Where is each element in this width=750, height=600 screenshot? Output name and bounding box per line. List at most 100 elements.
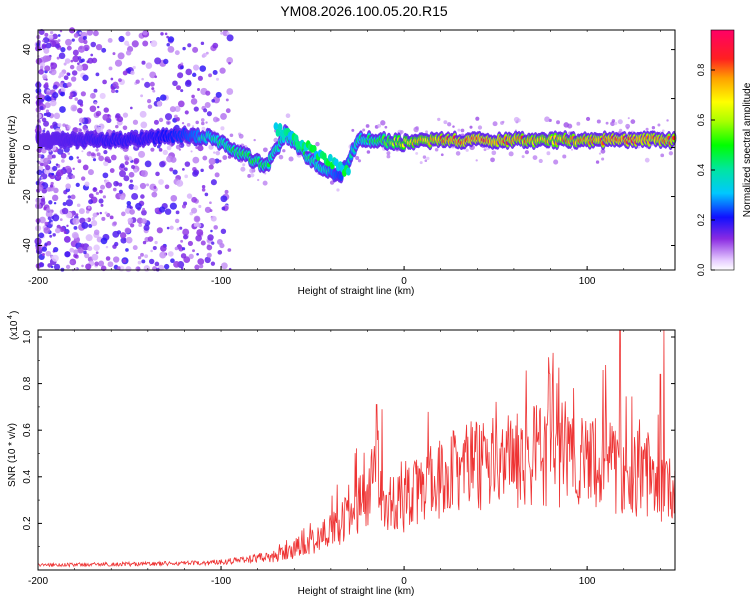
spectrogram-noise-cell — [208, 157, 216, 165]
spectrogram-noise-cell — [70, 93, 74, 96]
spectrogram-noise-cell — [88, 223, 93, 228]
spectrogram-noise-cell — [38, 232, 45, 239]
spectrogram-noise-cell — [112, 81, 119, 88]
spectrogram-noise-cell — [596, 119, 601, 124]
spectrogram-noise-cell — [201, 121, 205, 126]
spectrogram-noise-cell — [70, 59, 74, 63]
spectrogram-noise-cell — [64, 251, 71, 258]
spectrogram-noise-cell — [74, 97, 78, 101]
spectrogram-noise-cell — [103, 107, 109, 113]
spectrogram-noise-cell — [140, 252, 144, 257]
spectrogram-noise-cell — [199, 264, 204, 269]
spectrogram-noise-cell — [206, 252, 212, 258]
snr-x-label: Height of straight line (km) — [298, 586, 415, 597]
snr-multiplier-close: ) — [9, 311, 20, 314]
spectrogram-noise-cell — [60, 152, 67, 159]
spectrogram-noise-cell — [180, 89, 184, 93]
spectrogram-noise-cell — [105, 245, 109, 249]
spectrogram-ridge-branch — [273, 122, 279, 131]
spectrogram-noise-cell — [73, 253, 78, 259]
spectrogram-noise-cell — [135, 266, 141, 272]
spectrogram-noise-cell — [122, 259, 127, 263]
spectrogram-noise-cell — [204, 206, 212, 213]
spectrogram-noise-cell — [178, 246, 184, 252]
colorbar-label: Normalized spectral amplitude — [742, 82, 750, 217]
spectrogram-noise-cell — [210, 229, 213, 233]
spectrogram-noise-cell — [170, 156, 177, 163]
spectrogram-noise-cell — [191, 207, 198, 214]
spectrogram-noise-cell — [130, 70, 135, 75]
spectrogram-noise-cell — [64, 58, 71, 64]
spectrogram-noise-cell — [377, 123, 382, 128]
spectrogram-ridge-branch — [327, 153, 333, 162]
spectrogram-noise-cell — [86, 29, 94, 36]
spectrogram-noise-cell — [108, 66, 113, 71]
spectrogram-noise-cell — [175, 210, 180, 215]
spectrogram-noise-cell — [36, 113, 42, 119]
spectrogram-noise-cell — [131, 165, 135, 169]
spectrogram-noise-cell — [46, 187, 52, 192]
spectrogram-noise-cell — [167, 46, 175, 53]
spectrogram-noise-cell — [125, 266, 132, 273]
colorbar-tick-label: 0.8 — [696, 64, 706, 77]
spectrogram-noise-cell — [77, 246, 84, 254]
spectrogram-noise-cell — [202, 155, 208, 161]
spectrogram-noise-cell — [115, 89, 119, 93]
spectrogram-noise-cell — [59, 226, 66, 233]
spectrogram-noise-cell — [81, 221, 89, 229]
spectrogram-noise-cell — [133, 185, 139, 191]
spectrogram-noise-cell — [56, 56, 60, 60]
spectrogram-noise-cell — [224, 189, 229, 194]
spectrogram-noise-cell — [78, 122, 82, 126]
spectrogram-noise-cell — [180, 65, 184, 70]
spectrogram-noise-cell — [71, 70, 78, 76]
spectrogram-noise-cell — [142, 40, 149, 47]
spectrogram-noise-cell — [73, 225, 78, 230]
spectrogram-noise-cell — [70, 104, 78, 112]
spectrogram-noise-cell — [50, 221, 54, 225]
spectrogram-noise-cell — [225, 98, 229, 102]
spectrogram-noise-cell — [45, 165, 51, 171]
spectrogram-noise-cell — [142, 30, 148, 36]
spectrogram-noise-cell — [160, 94, 167, 101]
spectrogram-noise-cell — [144, 81, 151, 88]
spectrogram-noise-cell — [52, 121, 58, 127]
spectrogram-noise-cell — [273, 137, 279, 143]
spectrogram-noise-cell — [386, 151, 391, 156]
spectrogram-noise-cell — [82, 36, 87, 41]
spectrogram-noise-cell — [92, 212, 98, 218]
spectrogram-ridge-branch — [293, 134, 299, 143]
spectrogram-noise-cell — [132, 119, 139, 125]
spectrogram-noise-cell — [53, 112, 61, 120]
spectrogram-noise-cell — [176, 85, 182, 91]
spectrogram-noise-cell — [49, 68, 57, 76]
snr-series-line — [37, 329, 676, 568]
spectrogram-noise-cell — [93, 187, 97, 191]
spectrogram-noise-cell — [43, 226, 51, 234]
spectrogram-noise-cell — [141, 77, 144, 81]
spectrogram-noise-cell — [192, 249, 195, 253]
spectrogram-noise-cell — [219, 67, 226, 74]
spectrogram-noise-cell — [170, 258, 175, 264]
spectrogram-noise-cell — [452, 125, 455, 128]
spectrogram-noise-cell — [88, 199, 94, 205]
spectrogram-noise-cell — [165, 113, 173, 121]
spectrogram-noise-cell — [72, 127, 79, 134]
spectrogram-noise-cell — [152, 246, 157, 251]
spectrogram-noise-cell — [45, 112, 49, 116]
spectrogram-noise-cell — [44, 65, 51, 72]
spectrogram-noise-cell — [125, 248, 129, 252]
spectrogram-noise-cell — [45, 250, 52, 257]
spectrogram-noise-cell — [129, 179, 133, 183]
spectrogram-noise-cell — [210, 179, 217, 186]
spectrogram-noise-cell — [110, 154, 117, 161]
spectrogram-noise-cell — [172, 80, 178, 87]
spectrogram-noise-cell — [112, 187, 117, 192]
spectrogram-noise-cell — [135, 79, 140, 84]
spectrogram-noise-cell — [524, 150, 529, 155]
spectrogram-noise-cell — [83, 250, 87, 255]
spectrogram-noise-cell — [53, 201, 57, 205]
colorbar: 0.0 0.2 0.4 0.6 0.8 Normalized spectral ampl… — [696, 29, 750, 276]
spectrogram-noise-cell — [216, 117, 220, 122]
spectrogram-noise-cell — [585, 116, 591, 122]
